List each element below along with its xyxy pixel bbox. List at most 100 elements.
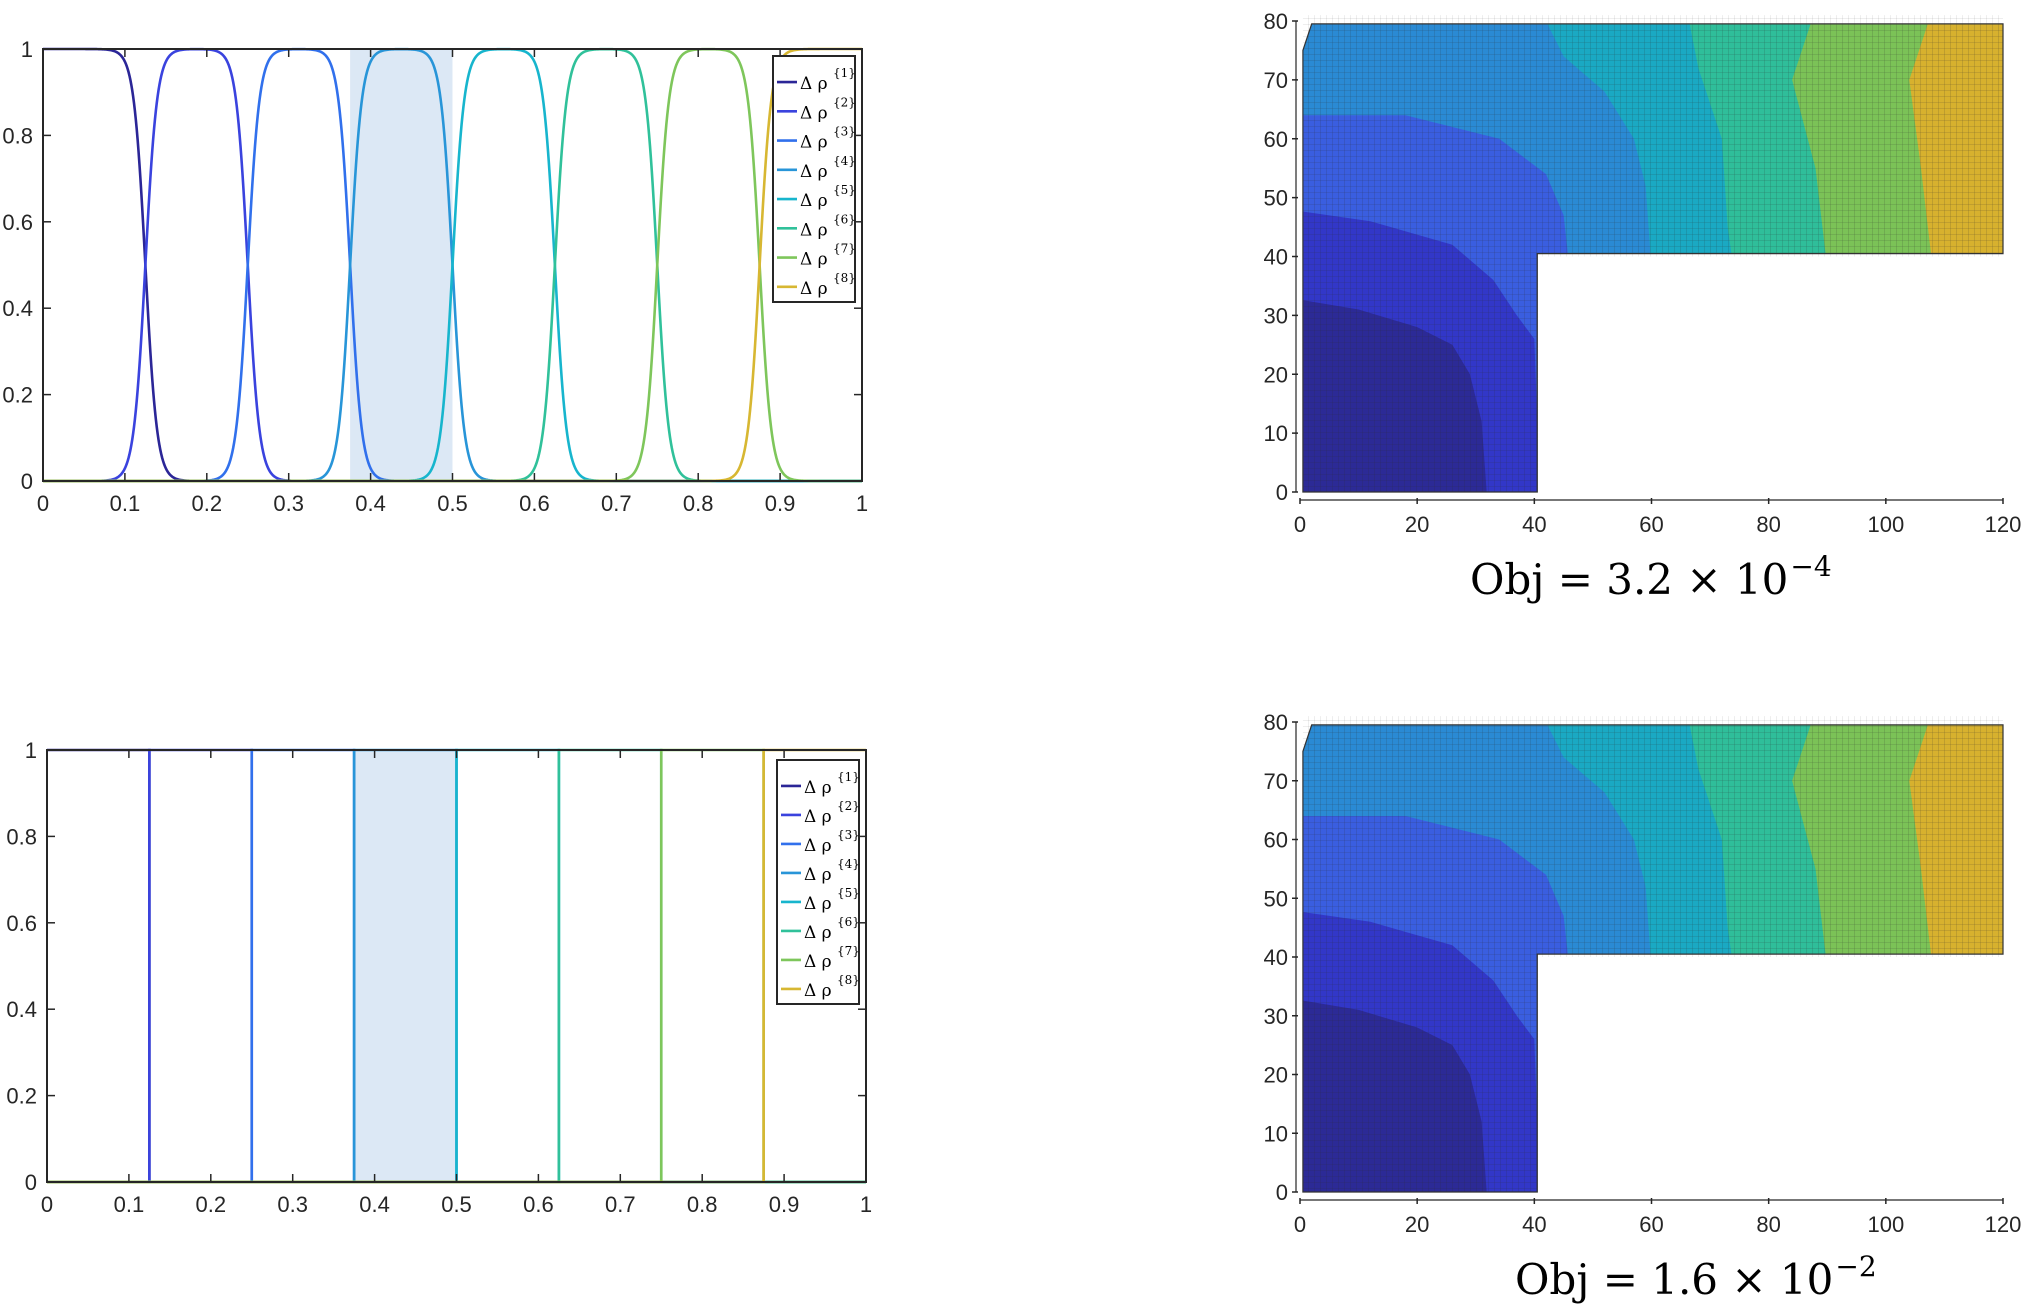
x-tick-label: 0.5 xyxy=(437,491,468,516)
x-tick-label: 0.6 xyxy=(519,491,550,516)
series-line-5 xyxy=(47,748,866,1184)
legend-box xyxy=(772,55,856,303)
legend-superscript-4: {4} xyxy=(837,857,860,871)
objective-caption: Obj = 3.2 × 10 xyxy=(1470,555,1788,604)
y-tick-label: 10 xyxy=(1264,1121,1288,1146)
x-tick-label: 0.6 xyxy=(523,1192,554,1217)
legend-superscript-3: {3} xyxy=(837,828,860,842)
legend-label-4: Δ ρ xyxy=(800,162,828,182)
x-tick-label: 0.9 xyxy=(765,491,796,516)
x-tick-label: 0.3 xyxy=(273,491,304,516)
y-tick-label: 70 xyxy=(1264,769,1288,794)
shaded-interval xyxy=(350,49,453,481)
y-tick-label: 50 xyxy=(1264,186,1288,211)
contour-chart-bottom: 0 20 40 60 80 100 120 0 10 20 30 40 50 60 70 80 Obj = 1.… xyxy=(1264,710,2022,1304)
legend-label-3: Δ ρ xyxy=(804,836,832,856)
legend-label-7: Δ ρ xyxy=(800,250,828,270)
x-tick-label: 0.2 xyxy=(192,491,223,516)
legend-superscript-2: {2} xyxy=(837,799,860,813)
x-tick-label: 40 xyxy=(1522,512,1546,537)
legend-superscript-1: {1} xyxy=(833,66,856,80)
x-tick-label: 80 xyxy=(1756,512,1780,537)
y-tick-label: 0.8 xyxy=(2,123,33,148)
x-tick-label: 60 xyxy=(1639,512,1663,537)
legend-label-5: Δ ρ xyxy=(800,191,828,211)
y-tick-label: 20 xyxy=(1264,1063,1288,1088)
legend: Δ ρ {1} Δ ρ {2} Δ ρ {3} Δ ρ {4} Δ ρ {5} Δ ρ {6} Δ ρ {… xyxy=(772,55,856,303)
legend-label-6: Δ ρ xyxy=(804,923,832,943)
y-tick-label: 30 xyxy=(1264,1004,1288,1029)
y-tick-label: 1 xyxy=(21,37,33,62)
x-tick-label: 0.4 xyxy=(359,1192,390,1217)
legend-box xyxy=(776,759,860,1005)
legend-label-1: Δ ρ xyxy=(800,74,828,94)
legend-superscript-3: {3} xyxy=(833,125,856,139)
x-tick-label: 0.4 xyxy=(355,491,386,516)
x-tick-label: 0.7 xyxy=(605,1192,636,1217)
legend-superscript-6: {6} xyxy=(833,212,856,226)
legend-superscript-6: {6} xyxy=(837,915,860,929)
x-tick-label: 80 xyxy=(1756,1212,1780,1237)
x-tick-label: 120 xyxy=(1985,1212,2022,1237)
x-tick-label: 0.3 xyxy=(277,1192,308,1217)
x-tick-label: 100 xyxy=(1867,1212,1904,1237)
y-tick-label: 60 xyxy=(1264,828,1288,853)
mesh-overlay xyxy=(1302,23,2003,493)
y-tick-label: 0 xyxy=(21,469,33,494)
x-tick-label: 0 xyxy=(37,491,49,516)
domain-outline xyxy=(1302,724,2004,1193)
x-tick-label: 0 xyxy=(1294,512,1306,537)
y-tick-label: 0 xyxy=(25,1170,37,1195)
y-tick-label: 0 xyxy=(1276,480,1288,505)
legend-superscript-1: {1} xyxy=(837,770,860,784)
y-tick-label: 70 xyxy=(1264,68,1288,93)
y-tick-label: 80 xyxy=(1264,9,1288,34)
y-tick-label: 80 xyxy=(1264,710,1288,735)
x-tick-label: 40 xyxy=(1522,1212,1546,1237)
y-tick-label: 0 xyxy=(1276,1180,1288,1205)
legend-label-1: Δ ρ xyxy=(804,778,832,798)
x-tick-label: 0.5 xyxy=(441,1192,472,1217)
y-tick-label: 0.8 xyxy=(6,824,37,849)
x-tick-label: 0.9 xyxy=(769,1192,800,1217)
legend: Δ ρ {1} Δ ρ {2} Δ ρ {3} Δ ρ {4} Δ ρ {5} Δ ρ {6} Δ ρ {… xyxy=(776,759,860,1005)
objective-caption: Obj = 1.6 × 10 xyxy=(1515,1255,1833,1304)
y-tick-label: 0.2 xyxy=(6,1084,37,1109)
legend-superscript-5: {5} xyxy=(833,183,856,197)
legend-label-7: Δ ρ xyxy=(804,952,832,972)
x-tick-label: 0.7 xyxy=(601,491,632,516)
x-tick-label: 60 xyxy=(1639,1212,1663,1237)
contour-chart-top: 0 20 40 60 80 100 120 0 10 20 30 40 50 60 70 80 Obj = 3.… xyxy=(1264,9,2022,604)
legend-label-2: Δ ρ xyxy=(800,103,828,123)
mesh-overlay xyxy=(1302,724,2003,1192)
y-tick-label: 0.2 xyxy=(2,383,33,408)
x-tick-label: 1 xyxy=(860,1192,872,1217)
legend-label-8: Δ ρ xyxy=(800,279,828,299)
y-tick-label: 0.6 xyxy=(2,210,33,235)
line-chart-top: 0 0.1 0.2 0.3 0.4 0.5 0.6 0.7 0.8 0.9 1 0 0.2 0.4 0.6 0… xyxy=(2,37,868,516)
x-tick-label: 0.8 xyxy=(683,491,714,516)
objective-exponent: −4 xyxy=(1790,550,1831,583)
y-tick-label: 0.6 xyxy=(6,911,37,936)
x-tick-label: 20 xyxy=(1405,1212,1429,1237)
legend-label-3: Δ ρ xyxy=(800,133,828,153)
y-tick-label: 20 xyxy=(1264,362,1288,387)
x-tick-label: 0.8 xyxy=(687,1192,718,1217)
y-tick-label: 60 xyxy=(1264,127,1288,152)
y-tick-label: 0.4 xyxy=(6,997,37,1022)
x-tick-label: 0.2 xyxy=(196,1192,227,1217)
x-tick-label: 120 xyxy=(1985,512,2022,537)
objective-exponent: −2 xyxy=(1835,1250,1876,1283)
legend-label-5: Δ ρ xyxy=(804,894,832,914)
x-tick-label: 1 xyxy=(856,491,868,516)
x-tick-label: 0 xyxy=(41,1192,53,1217)
domain-outline xyxy=(1302,23,2004,493)
line-chart-bottom: 0 0.1 0.2 0.3 0.4 0.5 0.6 0.7 0.8 0.9 1 0 0.2 0.4 0.6 0… xyxy=(6,738,872,1217)
x-tick-label: 100 xyxy=(1867,512,1904,537)
legend-superscript-2: {2} xyxy=(833,95,856,109)
x-tick-label: 0.1 xyxy=(110,491,141,516)
y-tick-label: 40 xyxy=(1264,945,1288,970)
x-tick-label: 0 xyxy=(1294,1212,1306,1237)
y-tick-label: 10 xyxy=(1264,421,1288,446)
